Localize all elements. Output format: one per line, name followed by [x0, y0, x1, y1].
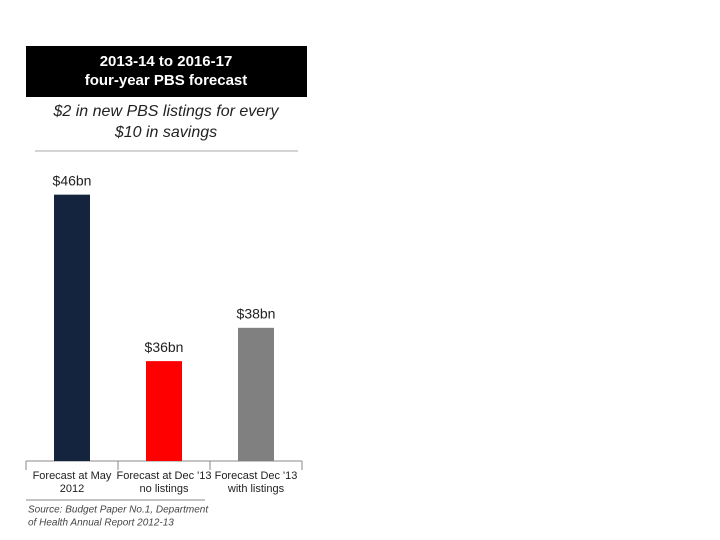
data-label: $38bn	[237, 306, 276, 322]
source-note: of Health Annual Report 2012-13	[28, 518, 174, 529]
title-box	[26, 46, 307, 97]
bar	[238, 327, 274, 461]
chart-title: 2013-14 to 2016-17	[100, 53, 233, 70]
bar	[54, 194, 90, 461]
x-tick-label: Forecast at Dec '13	[116, 470, 211, 482]
x-tick-label: no listings	[140, 483, 189, 495]
bar	[146, 361, 182, 461]
chart-subtitle: $10 in savings	[114, 124, 217, 141]
x-tick-label: Forecast at May	[33, 470, 112, 482]
source-note: Source: Budget Paper No.1, Department	[28, 505, 209, 516]
x-tick-label: Forecast Dec '13	[215, 470, 298, 482]
chart-subtitle: $2 in new PBS listings for every	[53, 103, 280, 120]
x-tick-label: with listings	[227, 483, 285, 495]
data-label: $46bn	[53, 172, 92, 188]
data-label: $36bn	[145, 339, 184, 355]
x-tick-label: 2012	[60, 483, 84, 495]
chart-title: four-year PBS forecast	[85, 72, 248, 89]
